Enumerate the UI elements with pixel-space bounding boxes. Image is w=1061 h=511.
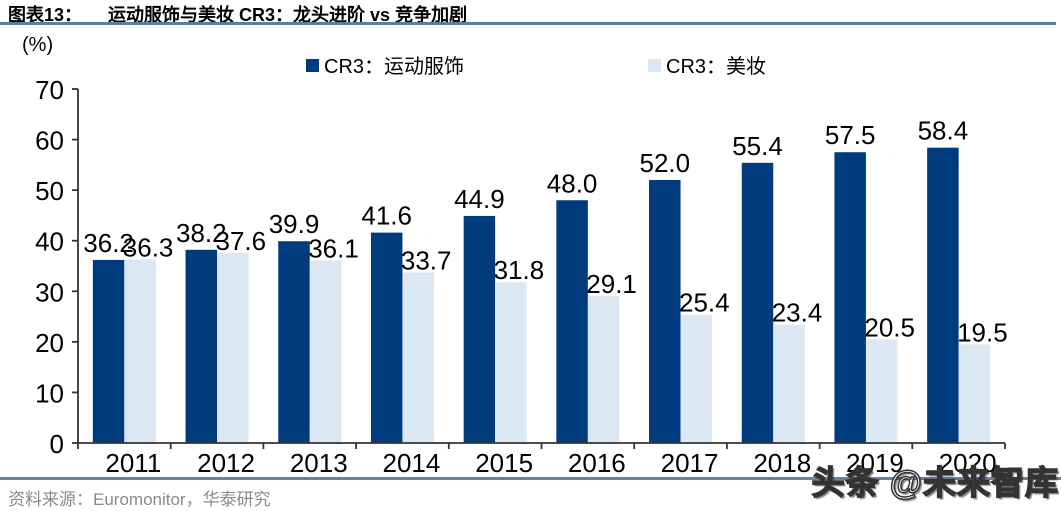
x-axis-label-2017: 2017 xyxy=(661,448,719,478)
y-axis-tick-label-60: 60 xyxy=(35,126,64,156)
legend-item-beauty: CR3：美妆 xyxy=(648,50,766,79)
x-axis-label-2012: 2012 xyxy=(197,448,255,478)
bar-sportswear-2011 xyxy=(92,259,125,443)
figure-title: 运动服饰与美妆 CR3：龙头进阶 vs 竞争加剧 xyxy=(108,5,468,25)
figure-number-label: 图表13： xyxy=(8,5,83,25)
bar-sportswear-2012 xyxy=(185,249,218,443)
y-axis-tick-label-70: 70 xyxy=(35,75,64,105)
bar-sportswear-2013 xyxy=(278,241,310,443)
value-label-beauty-2014: 33.7 xyxy=(401,246,452,276)
value-label-sportswear-2013: 39.9 xyxy=(269,209,320,239)
value-label-beauty-2013: 36.1 xyxy=(308,233,359,263)
value-label-beauty-2012: 37.6 xyxy=(215,226,266,256)
value-label-beauty-2019: 20.5 xyxy=(864,312,915,342)
value-label-beauty-2011: 36.3 xyxy=(123,232,174,262)
value-label-beauty-2018: 23.4 xyxy=(772,298,823,328)
bar-beauty-2017 xyxy=(680,314,713,443)
y-axis-tick-label-40: 40 xyxy=(35,227,64,257)
bar-beauty-2013 xyxy=(309,260,342,443)
bar-beauty-2014 xyxy=(402,272,434,443)
value-label-sportswear-2014: 41.6 xyxy=(361,201,412,231)
title-underline-rule xyxy=(0,22,1056,25)
value-label-beauty-2020: 19.5 xyxy=(957,317,1008,347)
bar-sportswear-2016 xyxy=(556,200,588,443)
x-axis-label-2018: 2018 xyxy=(753,448,811,478)
bar-sportswear-2018 xyxy=(741,162,774,443)
value-label-sportswear-2017: 52.0 xyxy=(639,148,690,178)
bar-beauty-2020 xyxy=(958,344,991,443)
bar-beauty-2018 xyxy=(773,324,805,443)
value-label-sportswear-2020: 58.4 xyxy=(918,116,969,146)
value-label-sportswear-2012: 38.2 xyxy=(176,218,227,248)
x-axis-label-2011: 2011 xyxy=(105,448,161,478)
x-axis-label-2020: 2020 xyxy=(939,448,997,478)
bottom-divider-rule xyxy=(0,477,1061,480)
y-axis-tick-label-30: 30 xyxy=(35,277,64,307)
legend-label-sportswear: CR3：运动服饰 xyxy=(324,56,465,78)
value-label-sportswear-2018: 55.4 xyxy=(732,131,783,161)
bar-beauty-2015 xyxy=(495,282,527,443)
value-label-sportswear-2015: 44.9 xyxy=(454,184,505,214)
bar-beauty-2019 xyxy=(865,339,898,443)
figure-title-row: 图表13： 运动服饰与美妆 CR3：龙头进阶 vs 竞争加剧 xyxy=(8,1,467,27)
x-axis-label-2016: 2016 xyxy=(568,448,626,478)
source-note: 资料来源：Euromonitor，华泰研究 xyxy=(8,490,271,509)
bar-beauty-2011 xyxy=(124,259,156,443)
x-axis-label-2015: 2015 xyxy=(475,448,533,478)
value-label-sportswear-2011: 36.2 xyxy=(83,228,134,258)
bar-sportswear-2020 xyxy=(927,147,959,444)
x-axis-label-2013: 2013 xyxy=(290,448,348,478)
bar-sportswear-2015 xyxy=(463,215,496,443)
value-label-beauty-2016: 29.1 xyxy=(586,269,637,299)
bar-sportswear-2019 xyxy=(834,152,866,443)
legend-item-sportswear: CR3：运动服饰 xyxy=(306,50,464,79)
value-label-beauty-2015: 31.8 xyxy=(494,255,545,285)
y-axis-tick-label-50: 50 xyxy=(35,176,64,206)
y-axis-tick-label-10: 10 xyxy=(35,378,64,408)
value-label-sportswear-2019: 57.5 xyxy=(825,120,876,150)
bar-sportswear-2014 xyxy=(370,232,403,443)
x-axis-label-2019: 2019 xyxy=(846,448,904,478)
y-axis-unit-label: (%) xyxy=(22,34,54,56)
bar-beauty-2012 xyxy=(217,252,249,443)
legend-label-beauty: CR3：美妆 xyxy=(666,56,767,78)
watermark-text: 头条 @未来智库 xyxy=(811,463,1059,502)
legend-swatch-sportswear xyxy=(306,59,319,72)
legend-swatch-beauty xyxy=(648,59,661,72)
y-axis-tick-label-0: 0 xyxy=(50,429,64,459)
y-axis-tick-label-20: 20 xyxy=(35,328,64,358)
bar-beauty-2016 xyxy=(587,295,620,443)
bar-sportswear-2017 xyxy=(649,180,681,443)
x-axis-label-2014: 2014 xyxy=(383,448,441,478)
value-label-beauty-2017: 25.4 xyxy=(679,288,730,318)
value-label-sportswear-2016: 48.0 xyxy=(547,168,598,198)
